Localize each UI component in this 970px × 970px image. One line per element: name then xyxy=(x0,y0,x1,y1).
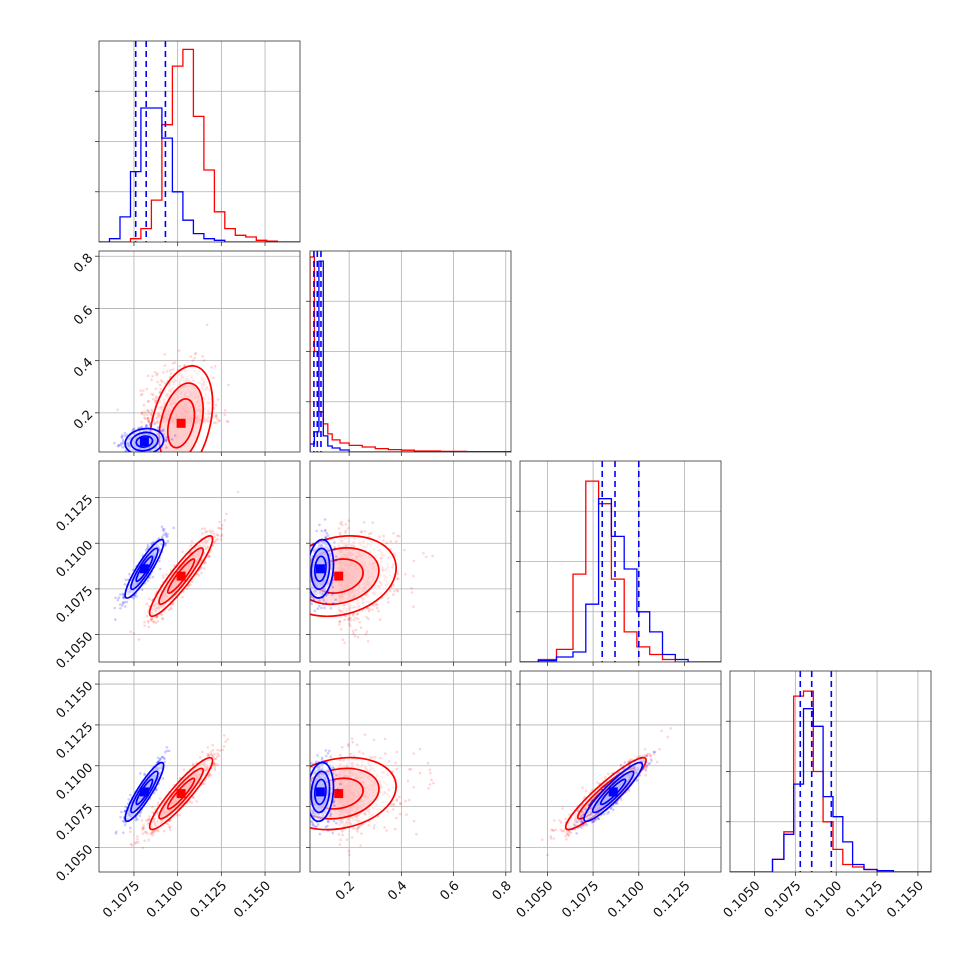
y-tick-label: 0.6 xyxy=(71,303,96,328)
x-tick-label: 0.1125 xyxy=(843,878,886,921)
x-tick-label: 0.1125 xyxy=(188,878,231,921)
x-tick-label: 0.1075 xyxy=(762,878,805,921)
red-density-peak xyxy=(334,789,344,799)
y-tick-label: 0.1125 xyxy=(54,492,97,535)
blue-density-peak xyxy=(139,437,149,447)
blue-density-peak xyxy=(608,787,618,797)
x-tick-label: 0.8 xyxy=(490,878,515,903)
y-tick-label: 0.1100 xyxy=(54,760,97,803)
y-tick-label: 0.2 xyxy=(71,407,96,432)
scatter-panel-1-0 xyxy=(95,250,301,456)
x-tick-label: 0.1150 xyxy=(884,878,927,921)
panel-frame xyxy=(98,670,301,873)
x-tick-label: 0.1100 xyxy=(144,878,187,921)
y-tick-label: 0.1150 xyxy=(54,679,97,722)
red-histogram-step xyxy=(520,480,721,662)
x-tick-label: 0.4 xyxy=(385,878,410,903)
blue-histogram-step xyxy=(730,708,931,872)
x-tick-label: 0.1150 xyxy=(231,878,274,921)
y-tick-label: 0.8 xyxy=(71,251,96,276)
y-tick-label: 0.4 xyxy=(71,355,96,380)
x-tick-label: 0.1125 xyxy=(651,878,694,921)
x-tick-label: 0.1075 xyxy=(100,878,143,921)
x-tick-label: 0.6 xyxy=(437,878,462,903)
blue-histogram-step xyxy=(310,260,511,452)
red-histogram-step xyxy=(730,690,931,872)
red-histogram-step xyxy=(310,256,511,452)
blue-density-peak xyxy=(315,564,325,574)
scatter-panel-2-1 xyxy=(306,460,512,666)
panel-frame xyxy=(519,670,722,873)
y-tick-label: 0.1075 xyxy=(54,584,97,627)
red-density-peak xyxy=(176,418,186,428)
red-density-peak xyxy=(334,571,344,581)
x-tick-label: 0.2 xyxy=(333,878,358,903)
red-density-peak xyxy=(176,571,186,581)
y-tick-label: 0.1050 xyxy=(54,629,97,672)
x-tick-label: 0.1050 xyxy=(721,878,764,921)
scatter-panel-2-0 xyxy=(95,460,301,666)
blue-density-peak xyxy=(139,787,149,797)
blue-density-peak xyxy=(139,564,149,574)
x-tick-label: 0.1100 xyxy=(605,878,648,921)
x-tick-label: 0.1075 xyxy=(559,878,602,921)
x-tick-label: 0.1050 xyxy=(514,878,557,921)
panel-frame xyxy=(98,250,301,453)
blue-histogram-step xyxy=(520,498,721,662)
x-tick-label: 0.1100 xyxy=(802,878,845,921)
y-tick-label: 0.1100 xyxy=(54,538,97,581)
blue-density-peak xyxy=(315,787,325,797)
histogram-panel-1 xyxy=(306,250,512,456)
red-density-peak xyxy=(176,789,186,799)
histogram-panel-2 xyxy=(516,460,722,666)
scatter-panel-3-0 xyxy=(95,670,301,876)
y-tick-label: 0.1050 xyxy=(54,842,97,885)
panel-frame xyxy=(309,460,512,663)
histogram-panel-3 xyxy=(726,670,932,876)
panel-frame xyxy=(98,460,301,663)
blue-histogram-step xyxy=(99,107,300,242)
histogram-panel-0 xyxy=(95,40,301,246)
y-tick-label: 0.1075 xyxy=(54,801,97,844)
y-tick-label: 0.1125 xyxy=(54,720,97,763)
panel-frame xyxy=(309,670,512,873)
red-histogram-step xyxy=(99,48,300,242)
scatter-panel-3-1 xyxy=(306,670,512,876)
scatter-panel-3-2 xyxy=(516,670,722,876)
